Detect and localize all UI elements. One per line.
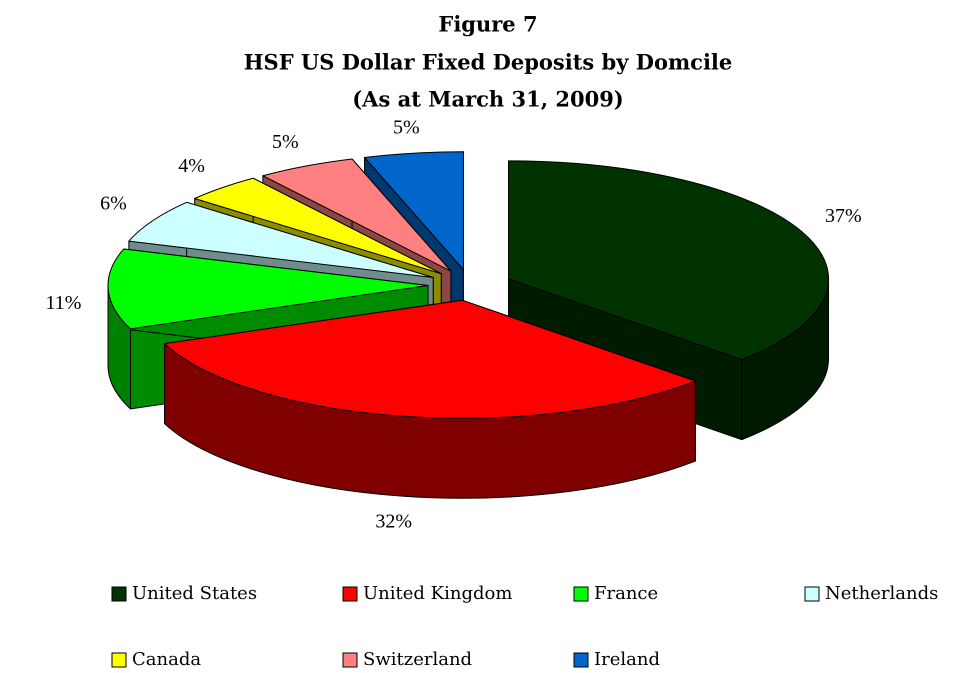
slice	[262, 158, 452, 272]
legend-label: United Kingdom	[363, 583, 512, 604]
data-label: 32%	[375, 511, 412, 533]
slice	[128, 201, 434, 279]
legend-swatch	[111, 586, 127, 602]
slice	[364, 151, 464, 271]
chart-title: HSF US Dollar Fixed Deposits by Domcile	[244, 50, 733, 75]
chart-title: Figure 7	[438, 12, 537, 37]
legend-swatch	[804, 586, 820, 602]
pie	[107, 151, 830, 499]
slice	[107, 248, 429, 330]
slice	[508, 160, 830, 361]
legend-swatch	[342, 586, 358, 602]
legend-swatch	[573, 652, 589, 668]
legend-label: Netherlands	[825, 583, 938, 604]
data-label: 11%	[45, 292, 81, 314]
legend-label: United States	[132, 583, 257, 604]
legend-swatch	[111, 652, 127, 668]
slice	[164, 299, 696, 419]
legend-swatch	[342, 652, 358, 668]
legend-label: Switzerland	[363, 649, 472, 670]
legend-label: Canada	[132, 649, 201, 670]
chart-title: (As at March 31, 2009)	[352, 87, 624, 112]
data-label: 5%	[272, 131, 299, 153]
slice	[194, 177, 442, 275]
data-label: 6%	[100, 192, 127, 214]
legend-label: France	[594, 583, 658, 604]
data-label: 5%	[393, 116, 420, 138]
data-label: 4%	[178, 155, 205, 177]
legend-swatch	[573, 586, 589, 602]
data-label: 37%	[825, 205, 862, 227]
legend-label: Ireland	[594, 649, 660, 670]
